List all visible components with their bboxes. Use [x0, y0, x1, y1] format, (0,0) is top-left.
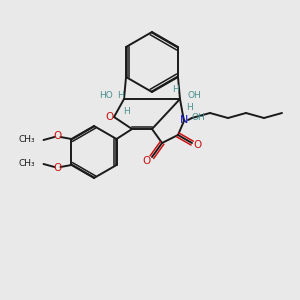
- Text: OH: OH: [187, 91, 201, 100]
- Text: OH: OH: [191, 112, 205, 122]
- Text: H: H: [117, 91, 123, 100]
- Text: O: O: [194, 140, 202, 150]
- Text: H: H: [172, 85, 179, 94]
- Text: CH₃: CH₃: [19, 160, 35, 169]
- Text: O: O: [142, 156, 150, 166]
- Text: HO: HO: [99, 91, 113, 100]
- Text: O: O: [105, 112, 113, 122]
- Text: O: O: [53, 131, 62, 141]
- Text: H: H: [187, 103, 194, 112]
- Text: CH₃: CH₃: [19, 134, 35, 143]
- Text: N: N: [180, 115, 188, 125]
- Text: O: O: [53, 163, 62, 173]
- Text: H: H: [123, 106, 129, 116]
